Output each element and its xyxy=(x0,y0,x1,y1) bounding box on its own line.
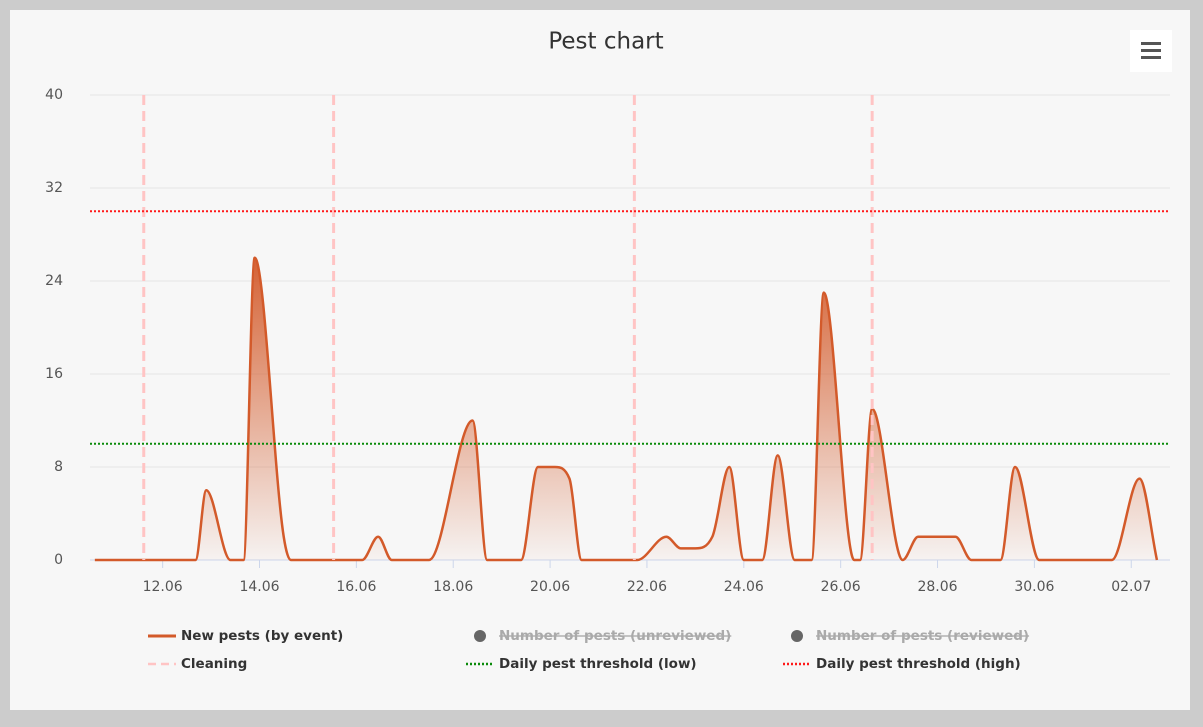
legend-item[interactable]: Cleaning xyxy=(148,656,247,672)
x-tick-label: 24.06 xyxy=(724,579,764,595)
x-tick-label: 22.06 xyxy=(627,579,667,595)
legend-label: Daily pest threshold (low) xyxy=(499,656,697,672)
y-tick-label: 40 xyxy=(45,87,63,103)
y-tick-label: 0 xyxy=(54,552,63,568)
x-tick-label: 26.06 xyxy=(821,579,861,595)
legend-item[interactable]: Daily pest threshold (high) xyxy=(783,656,1021,672)
menu-bar xyxy=(1141,49,1161,52)
legend-label: New pests (by event) xyxy=(181,628,343,644)
x-tick-label: 12.06 xyxy=(143,579,183,595)
menu-bar xyxy=(1141,56,1161,59)
series-line xyxy=(94,256,1159,562)
legend-label: Number of pests (reviewed) xyxy=(816,628,1029,644)
legend-item[interactable]: New pests (by event) xyxy=(148,628,343,644)
x-tick-label: 30.06 xyxy=(1014,579,1054,595)
legend-symbol xyxy=(791,630,803,642)
menu-bar xyxy=(1141,42,1161,45)
x-tick-label: 20.06 xyxy=(530,579,570,595)
legend-symbol xyxy=(474,630,486,642)
x-tick-label: 02.07 xyxy=(1111,579,1151,595)
legend-item[interactable]: Number of pests (reviewed) xyxy=(791,628,1029,644)
y-tick-label: 16 xyxy=(45,366,63,382)
x-tick-label: 14.06 xyxy=(239,579,279,595)
legend-label: Number of pests (unreviewed) xyxy=(499,628,731,644)
y-tick-label: 24 xyxy=(45,273,63,289)
legend-label: Cleaning xyxy=(181,656,247,672)
legend-label: Daily pest threshold (high) xyxy=(816,656,1021,672)
chart-title: Pest chart xyxy=(548,29,663,55)
x-tick-label: 28.06 xyxy=(917,579,957,595)
legend-item[interactable]: Daily pest threshold (low) xyxy=(466,656,697,672)
y-tick-label: 32 xyxy=(45,180,63,196)
legend-item[interactable]: Number of pests (unreviewed) xyxy=(474,628,731,644)
panel xyxy=(10,10,1190,710)
menu-button[interactable] xyxy=(1130,30,1172,72)
x-tick-label: 18.06 xyxy=(433,579,473,595)
x-tick-label: 16.06 xyxy=(336,579,376,595)
y-tick-label: 8 xyxy=(54,459,63,475)
